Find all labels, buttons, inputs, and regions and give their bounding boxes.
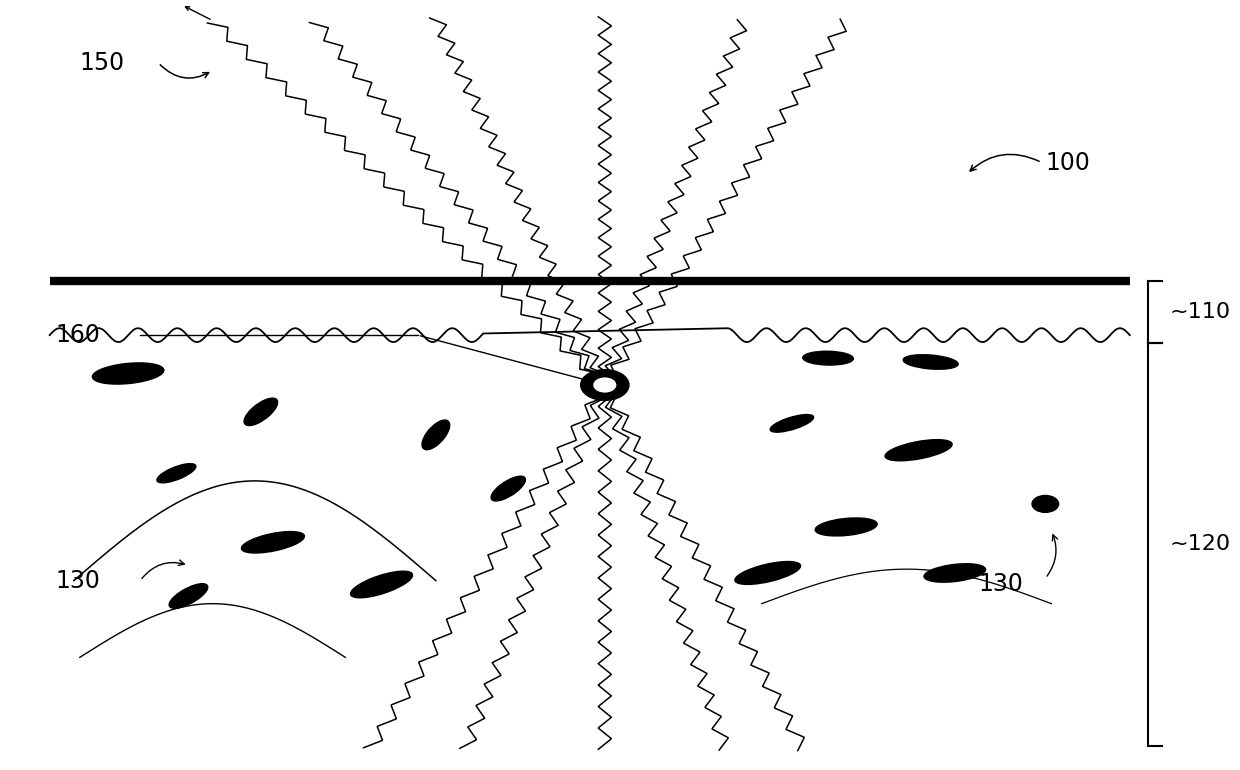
Ellipse shape <box>157 464 196 483</box>
Text: ~110: ~110 <box>1169 302 1231 322</box>
Ellipse shape <box>169 584 208 608</box>
Ellipse shape <box>885 440 952 460</box>
Ellipse shape <box>242 531 305 553</box>
Ellipse shape <box>351 571 413 598</box>
Circle shape <box>580 370 629 400</box>
Ellipse shape <box>1032 495 1059 512</box>
Ellipse shape <box>802 351 853 365</box>
Ellipse shape <box>815 518 877 536</box>
Ellipse shape <box>770 414 813 432</box>
Text: 150: 150 <box>79 51 125 75</box>
Text: 130: 130 <box>56 568 100 593</box>
Text: 100: 100 <box>1045 150 1090 175</box>
Ellipse shape <box>903 355 959 370</box>
Ellipse shape <box>244 398 278 426</box>
Circle shape <box>594 378 616 392</box>
Text: 160: 160 <box>56 323 100 347</box>
Ellipse shape <box>491 476 526 501</box>
Ellipse shape <box>422 420 450 450</box>
Text: ~120: ~120 <box>1169 534 1231 554</box>
Ellipse shape <box>735 561 801 584</box>
Ellipse shape <box>92 363 164 384</box>
Ellipse shape <box>924 564 986 582</box>
Text: 130: 130 <box>978 572 1024 597</box>
